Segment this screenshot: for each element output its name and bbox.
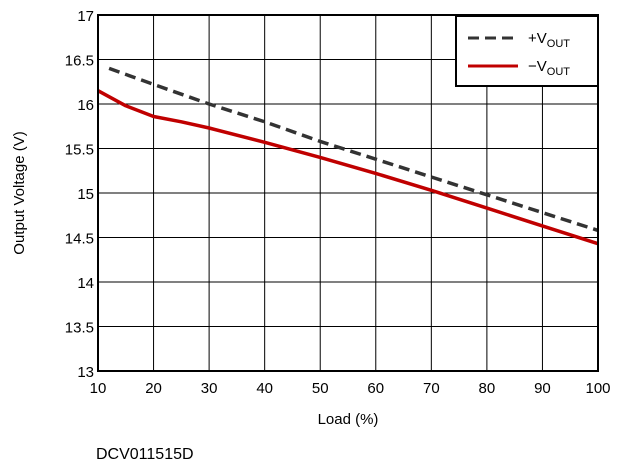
x-tick-label: 80 <box>479 380 496 397</box>
x-tick-label: 40 <box>256 380 273 397</box>
x-tick-label: 10 <box>90 380 107 397</box>
legend: +VOUT−VOUT <box>455 15 599 87</box>
line-chart: 10 20 30 40 50 60 70 80 90 100 13 13.5 14 14.5 15 15.5 1… <box>11 8 611 428</box>
y-tick-label: 14.5 <box>65 231 94 248</box>
y-tick-label: 13 <box>77 364 94 381</box>
legend-label: −VOUT <box>528 58 570 78</box>
x-tick-label: 20 <box>145 380 162 397</box>
figure-id: DCV011515D <box>96 446 194 463</box>
series-layer <box>97 66 599 246</box>
y-tick-label: 14 <box>77 275 94 292</box>
x-tick-label: 50 <box>312 380 329 397</box>
x-tick-label: 70 <box>423 380 440 397</box>
y-tick-label: 15 <box>77 186 94 203</box>
legend-label-subscript: OUT <box>547 38 571 50</box>
tick-labels: 10 20 30 40 50 60 70 80 90 100 13 13.5 14 14.5 15 15.5 1… <box>65 8 611 397</box>
y-tick-label: 15.5 <box>65 142 94 159</box>
x-axis-label: Load (%) <box>318 411 379 428</box>
legend-label-subscript: OUT <box>547 66 571 78</box>
series-line-plus-vout <box>108 66 599 233</box>
y-tick-label: 13.5 <box>65 320 94 337</box>
series-line-minus-vout <box>97 89 599 246</box>
x-tick-label: 60 <box>367 380 384 397</box>
legend-label-main: −V <box>528 58 547 75</box>
legend-label-main: +V <box>528 30 547 47</box>
y-tick-label: 16.5 <box>65 53 94 70</box>
x-tick-label: 100 <box>585 380 610 397</box>
y-axis-label: Output Voltage (V) <box>11 131 28 254</box>
x-tick-label: 30 <box>201 380 218 397</box>
legend-label: +VOUT <box>528 30 570 50</box>
y-tick-label: 17 <box>77 8 94 25</box>
legend-box <box>455 15 599 87</box>
y-tick-label: 16 <box>77 97 94 114</box>
x-tick-label: 90 <box>534 380 551 397</box>
plot-frame <box>97 14 599 372</box>
